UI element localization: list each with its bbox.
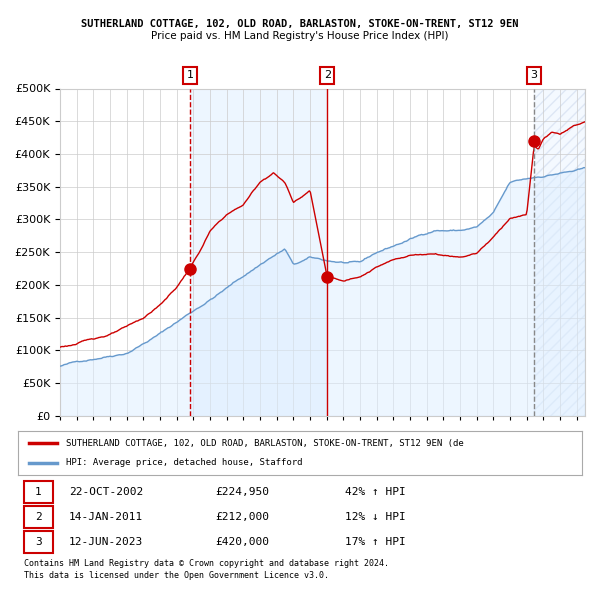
- FancyBboxPatch shape: [23, 481, 53, 503]
- Text: 2006: 2006: [239, 429, 248, 452]
- Text: 2015: 2015: [389, 429, 398, 452]
- Text: 2016: 2016: [406, 429, 415, 452]
- Text: 1998: 1998: [106, 429, 115, 452]
- Text: 2009: 2009: [289, 429, 298, 452]
- Text: 1997: 1997: [89, 429, 98, 452]
- Text: 3: 3: [35, 537, 41, 547]
- Text: 2017: 2017: [422, 429, 431, 452]
- Text: 2007: 2007: [256, 429, 265, 452]
- Text: 2018: 2018: [439, 429, 448, 452]
- Text: 42% ↑ HPI: 42% ↑ HPI: [345, 487, 406, 497]
- Text: 2023: 2023: [522, 429, 531, 452]
- Text: 2: 2: [324, 70, 331, 80]
- Text: £420,000: £420,000: [215, 537, 269, 547]
- Bar: [534, 88, 585, 416]
- Text: 2008: 2008: [272, 429, 281, 452]
- Text: HPI: Average price, detached house, Stafford: HPI: Average price, detached house, Staf…: [66, 458, 302, 467]
- Text: 2004: 2004: [205, 429, 214, 452]
- Text: 1999: 1999: [122, 429, 131, 452]
- Text: 17% ↑ HPI: 17% ↑ HPI: [345, 537, 406, 547]
- Text: 2024: 2024: [539, 429, 548, 452]
- FancyBboxPatch shape: [23, 506, 53, 527]
- Text: 2011: 2011: [322, 429, 331, 452]
- Text: 14-JAN-2011: 14-JAN-2011: [69, 512, 143, 522]
- Text: 12% ↓ HPI: 12% ↓ HPI: [345, 512, 406, 522]
- Text: 2022: 2022: [505, 429, 514, 452]
- Text: 2012: 2012: [339, 429, 348, 452]
- Text: This data is licensed under the Open Government Licence v3.0.: This data is licensed under the Open Gov…: [24, 571, 329, 580]
- Text: Contains HM Land Registry data © Crown copyright and database right 2024.: Contains HM Land Registry data © Crown c…: [24, 559, 389, 568]
- Text: 2005: 2005: [222, 429, 231, 452]
- Text: 1: 1: [35, 487, 41, 497]
- Bar: [190, 88, 328, 416]
- Text: 2013: 2013: [355, 429, 364, 452]
- Text: 2020: 2020: [472, 429, 481, 452]
- Text: Price paid vs. HM Land Registry's House Price Index (HPI): Price paid vs. HM Land Registry's House …: [151, 31, 449, 41]
- Text: 2001: 2001: [155, 429, 164, 452]
- FancyBboxPatch shape: [23, 531, 53, 553]
- Text: 12-JUN-2023: 12-JUN-2023: [69, 537, 143, 547]
- Text: £212,000: £212,000: [215, 512, 269, 522]
- Text: 1996: 1996: [72, 429, 81, 452]
- Text: 2025: 2025: [556, 429, 565, 452]
- Text: 2010: 2010: [305, 429, 314, 452]
- Text: 22-OCT-2002: 22-OCT-2002: [69, 487, 143, 497]
- Text: SUTHERLAND COTTAGE, 102, OLD ROAD, BARLASTON, STOKE-ON-TRENT, ST12 9EN: SUTHERLAND COTTAGE, 102, OLD ROAD, BARLA…: [81, 19, 519, 29]
- Text: 2002: 2002: [172, 429, 181, 452]
- Text: 2026: 2026: [572, 429, 581, 452]
- Text: 2014: 2014: [372, 429, 381, 452]
- Text: 2019: 2019: [455, 429, 464, 452]
- Text: 1995: 1995: [55, 429, 64, 452]
- Text: 2000: 2000: [139, 429, 148, 452]
- Text: £224,950: £224,950: [215, 487, 269, 497]
- Text: 2: 2: [35, 512, 41, 522]
- Text: 3: 3: [530, 70, 538, 80]
- Text: 2021: 2021: [489, 429, 498, 452]
- Text: 1: 1: [187, 70, 194, 80]
- Text: SUTHERLAND COTTAGE, 102, OLD ROAD, BARLASTON, STOKE-ON-TRENT, ST12 9EN (de: SUTHERLAND COTTAGE, 102, OLD ROAD, BARLA…: [66, 438, 464, 448]
- Text: 2003: 2003: [189, 429, 198, 452]
